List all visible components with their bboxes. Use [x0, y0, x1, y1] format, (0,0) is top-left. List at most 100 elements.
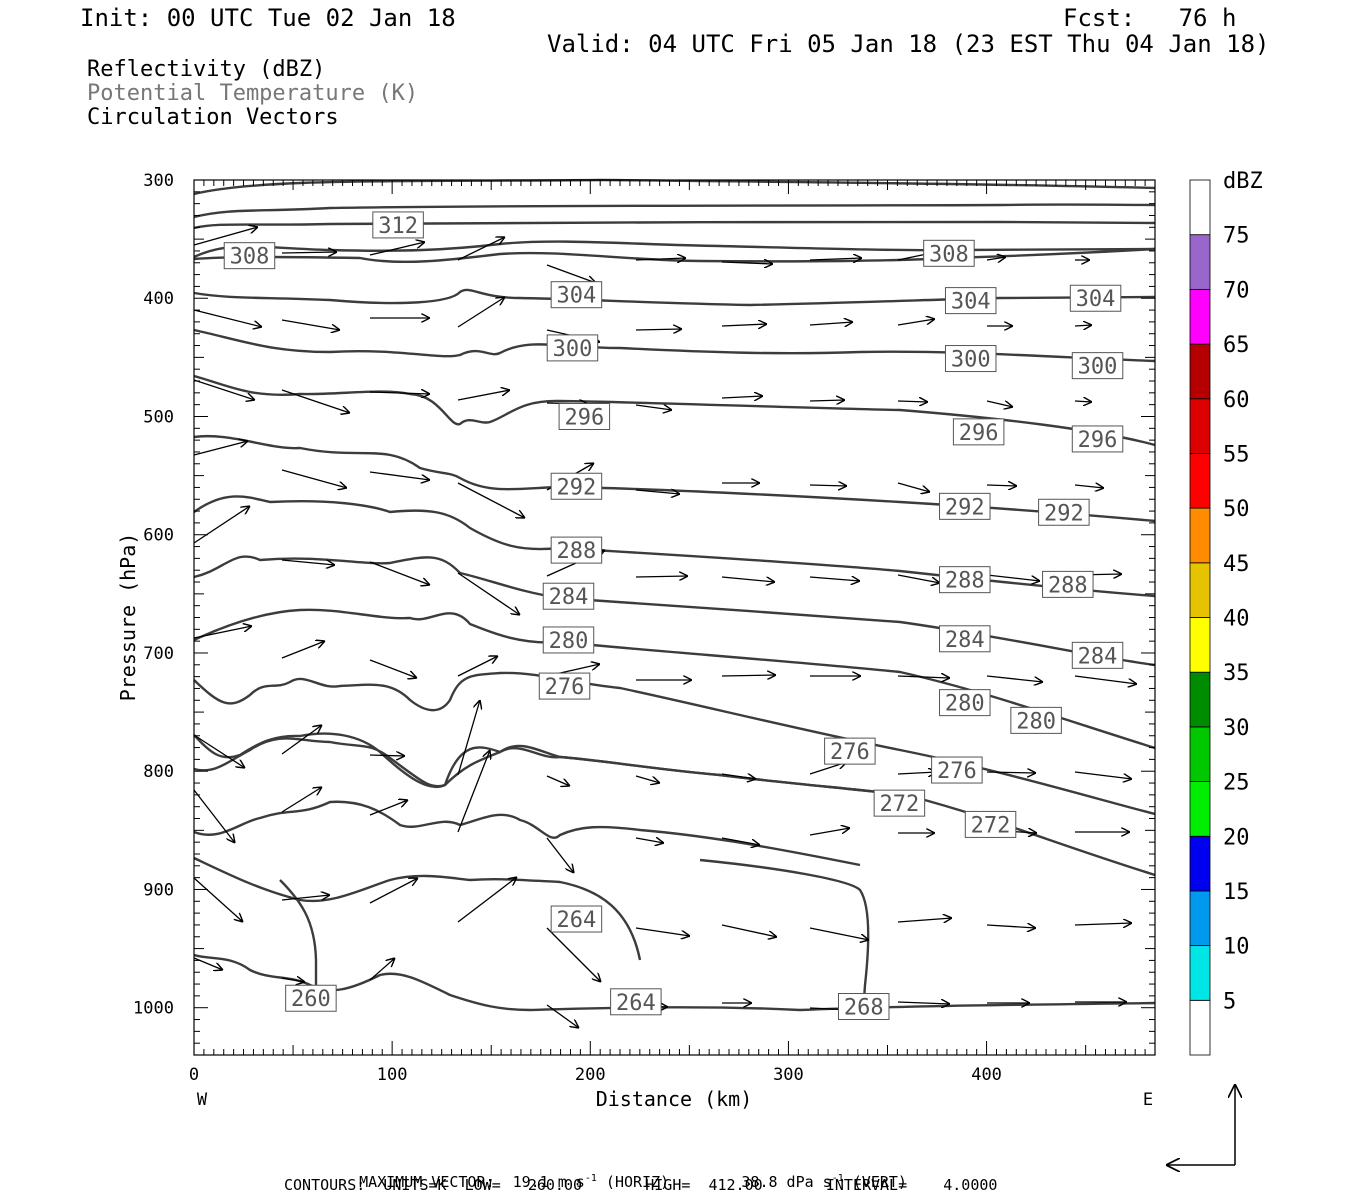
contour-label-box — [939, 689, 991, 717]
contour-line — [193, 203, 1156, 219]
contour-label-box — [285, 984, 337, 1012]
vector-arrow — [457, 700, 480, 776]
contour-label: 292 — [557, 475, 597, 500]
contour-label-box — [558, 402, 611, 430]
contour-label: 268 — [844, 996, 884, 1021]
colorbar-level-label: 50 — [1223, 497, 1250, 522]
vector-arrow — [457, 656, 498, 677]
vector-arrow — [1074, 675, 1137, 684]
vector-arrow — [546, 1004, 579, 1028]
contour-label: 260 — [291, 987, 331, 1012]
vector-arrow — [809, 258, 862, 260]
vector-arrow — [281, 641, 325, 659]
colorbar-swatch — [1189, 398, 1211, 454]
x-tick-label: 400 — [971, 1065, 1002, 1085]
x-tick-label: 200 — [575, 1065, 606, 1085]
field-circulation-vectors: Circulation Vectors — [87, 105, 339, 130]
contour-label-box — [1071, 352, 1124, 380]
vector-arrow — [986, 400, 1013, 407]
colorbar-level-label: 35 — [1223, 661, 1250, 686]
unit-superscript: -1 — [584, 1173, 597, 1184]
field-reflectivity: Reflectivity (dBZ) — [87, 57, 326, 82]
colorbar-level-label: 25 — [1223, 771, 1250, 796]
contour-label-box — [824, 737, 876, 765]
contour-label-box — [964, 810, 1017, 838]
vector-arrow — [281, 978, 305, 982]
vector-arrow — [721, 675, 776, 676]
vector-arrow — [369, 755, 405, 756]
vector-arrow — [369, 878, 418, 904]
y-tick-label: 1000 — [133, 999, 174, 1019]
vector-arrow — [281, 725, 322, 755]
vector-arrow — [369, 561, 430, 585]
colorbar-swatch — [1189, 343, 1211, 400]
vector-arrow — [193, 877, 243, 922]
vector-arrow — [809, 322, 853, 325]
colorbar-swatch — [1189, 945, 1211, 1001]
plot-border — [193, 179, 1156, 1056]
colorbar-swatch — [1189, 781, 1211, 837]
vector-arrow — [635, 576, 688, 577]
contour-label-box — [550, 472, 603, 500]
vector-arrow — [635, 490, 680, 494]
y-tick-label: 300 — [143, 171, 174, 191]
colorbar-swatch — [1189, 671, 1211, 728]
vector-arrow — [193, 309, 262, 327]
contour-line — [193, 240, 1156, 259]
x-axis-title: Distance (km) — [596, 1087, 753, 1111]
colorbar-level-label: 40 — [1223, 607, 1250, 632]
vector-arrow — [721, 924, 777, 937]
vector-arrow — [281, 319, 340, 330]
colorbar-swatch — [1189, 507, 1211, 564]
contour-line — [699, 858, 870, 1001]
contour-label: 276 — [830, 740, 870, 765]
vector-arrow — [986, 257, 1006, 260]
vector-arrow — [809, 577, 860, 581]
colorbar-level-label: 60 — [1223, 388, 1250, 413]
contour-label-box — [1038, 498, 1090, 526]
colorbar-swatch — [1189, 726, 1211, 782]
contour-label-box — [939, 492, 991, 520]
vector-arrow — [193, 626, 252, 639]
vector-arrow — [897, 1002, 950, 1004]
vector-arrow — [193, 957, 223, 970]
colorbar-swatch — [1189, 999, 1211, 1056]
colorbar-swatch — [1189, 453, 1211, 509]
forecast-hour: Fcst: 76 h — [1063, 4, 1237, 32]
circulation-vectors — [193, 227, 1137, 1028]
y-tick-label: 900 — [143, 880, 174, 900]
contour-label: 296 — [959, 421, 999, 446]
contour-label: 300 — [553, 337, 593, 362]
max-vector-text-b: (HORIZ) 38.8 dPa s — [596, 1173, 832, 1191]
contour-label-box — [546, 334, 599, 362]
contour-info: CONTOURS: UNITS=K LOW= 260.00 HIGH= 412.… — [284, 1176, 998, 1194]
contour-label: 288 — [557, 539, 597, 564]
vector-arrow — [635, 405, 672, 410]
colorbar-level-label: 45 — [1223, 552, 1250, 577]
vector-arrow — [281, 895, 330, 901]
contour-label-box — [550, 905, 603, 933]
contour-label-box — [1071, 425, 1124, 453]
contour-label: 284 — [549, 585, 589, 610]
contour-label: 288 — [1048, 573, 1088, 598]
contour-line — [193, 856, 642, 961]
contour-label-box — [873, 789, 926, 817]
contour-label-box — [1042, 570, 1094, 598]
contour-label: 280 — [1016, 709, 1056, 734]
vector-arrow — [193, 227, 258, 246]
vector-arrow — [809, 927, 869, 940]
contour-label-box — [610, 988, 662, 1016]
east-label: E — [1143, 1090, 1153, 1110]
contour-label: 276 — [937, 759, 977, 784]
x-tick-label: 0 — [189, 1065, 199, 1085]
contour-label: 300 — [1078, 355, 1118, 380]
vector-arrow — [809, 485, 847, 486]
contour-label-box — [837, 993, 890, 1021]
scale-vector-legend — [1166, 1084, 1235, 1165]
vector-arrow — [721, 837, 760, 845]
colorbar-level-label: 75 — [1223, 224, 1250, 249]
vector-arrow — [193, 441, 248, 456]
vector-arrow — [369, 958, 395, 981]
vector-arrow — [193, 789, 235, 843]
contour-label: 280 — [549, 629, 589, 654]
